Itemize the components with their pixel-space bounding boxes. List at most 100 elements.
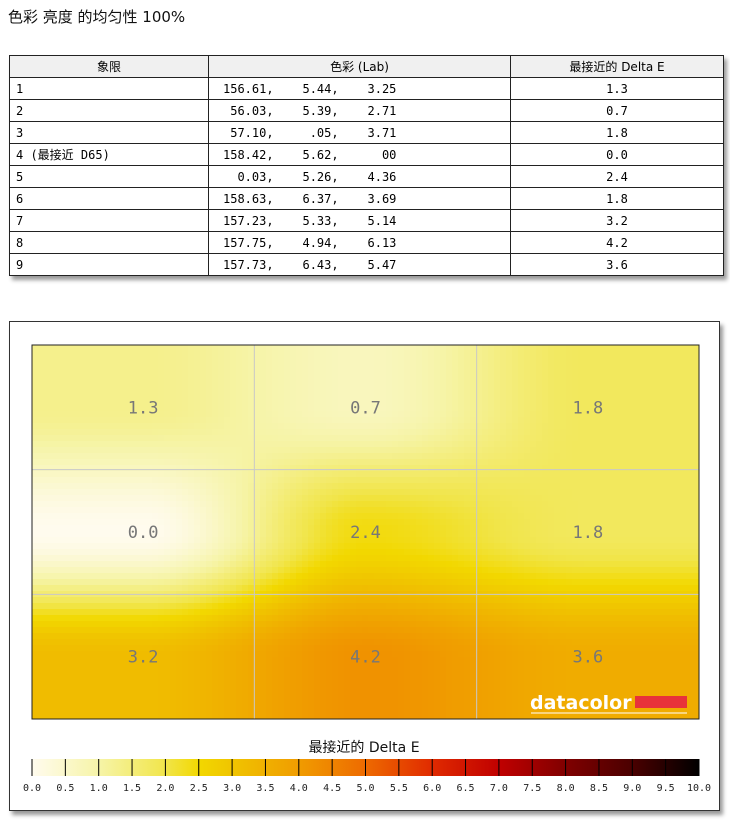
heat-cell <box>626 393 633 400</box>
heat-cell <box>116 453 123 460</box>
heat-cell <box>434 603 441 610</box>
heat-cell <box>392 585 399 592</box>
heat-cell <box>86 429 93 436</box>
heat-cell <box>650 369 657 376</box>
heat-cell <box>416 489 423 496</box>
heat-cell <box>614 585 621 592</box>
heat-cell <box>614 393 621 400</box>
heat-cell <box>416 543 423 550</box>
heat-cell <box>602 363 609 370</box>
heat-cell <box>554 411 561 418</box>
heat-cell <box>410 411 417 418</box>
heat-cell <box>494 585 501 592</box>
heat-cell <box>158 555 165 562</box>
heat-cell <box>674 573 681 580</box>
heat-cell <box>584 453 591 460</box>
table-row: 1 156.61, 5.44, 3.25 1.3 <box>9 77 724 100</box>
heat-cell <box>626 531 633 538</box>
heat-cell <box>146 465 153 472</box>
heat-cell <box>236 345 243 352</box>
heat-cell <box>146 477 153 484</box>
heat-cell <box>182 465 189 472</box>
heat-cell <box>380 555 387 562</box>
delta-e-cell: 4.2 <box>510 231 724 254</box>
heat-cell <box>56 495 63 502</box>
heat-cell <box>674 417 681 424</box>
heat-cell <box>242 447 249 454</box>
heat-cell <box>620 387 627 394</box>
heat-cell <box>128 381 135 388</box>
heat-cell <box>494 507 501 514</box>
heat-cell <box>128 597 135 604</box>
heat-cell <box>662 525 669 532</box>
heat-cell <box>548 369 555 376</box>
heat-cell <box>122 555 129 562</box>
heat-cell <box>104 585 111 592</box>
heat-cell <box>692 597 699 604</box>
heat-cell <box>638 573 645 580</box>
heat-cell <box>38 489 45 496</box>
heat-cell <box>386 513 393 520</box>
heat-cell <box>170 519 177 526</box>
heat-cell <box>500 351 507 358</box>
heat-cell <box>110 399 117 406</box>
heat-cell <box>242 531 249 538</box>
heat-cell <box>650 477 657 484</box>
heat-cell <box>134 471 141 478</box>
heat-cell <box>146 525 153 532</box>
heat-cell <box>92 483 99 490</box>
heat-cell <box>332 477 339 484</box>
heat-cell <box>44 519 51 526</box>
heat-cell <box>128 405 135 412</box>
heat-cell <box>278 495 285 502</box>
heat-cell <box>56 411 63 418</box>
heat-cell <box>548 387 555 394</box>
heat-cell <box>422 597 429 604</box>
heat-cell <box>560 345 567 352</box>
heat-cell <box>542 495 549 502</box>
heat-cell <box>608 537 615 544</box>
heat-cell <box>656 405 663 412</box>
heat-cell <box>536 519 543 526</box>
heat-cell <box>212 537 219 544</box>
heat-cell <box>242 375 249 382</box>
heat-cell <box>320 393 327 400</box>
heat-cell <box>404 495 411 502</box>
heat-cell <box>530 495 537 502</box>
heat-cell <box>374 417 381 424</box>
heat-cell <box>104 507 111 514</box>
heat-cell <box>680 501 687 508</box>
heat-cell <box>488 453 495 460</box>
heat-cell <box>116 501 123 508</box>
heat-cell <box>416 399 423 406</box>
heat-cell <box>380 477 387 484</box>
heat-cell <box>596 495 603 502</box>
heat-cell <box>200 543 207 550</box>
heat-cell <box>284 549 291 556</box>
heat-cell <box>668 513 675 520</box>
heat-cell <box>458 423 465 430</box>
heat-cell <box>62 447 69 454</box>
heat-cell <box>62 513 69 520</box>
heat-cell <box>152 531 159 538</box>
heat-cell <box>302 369 309 376</box>
heat-cell <box>458 363 465 370</box>
heat-cell <box>116 387 123 394</box>
heat-cell <box>170 525 177 532</box>
heat-cell <box>326 531 333 538</box>
heat-cell <box>500 369 507 376</box>
heat-cell <box>488 561 495 568</box>
heat-cell <box>284 387 291 394</box>
heat-cell <box>218 483 225 490</box>
heat-cell <box>338 417 345 424</box>
heat-cell <box>164 555 171 562</box>
heat-cell <box>470 573 477 580</box>
heat-cell <box>176 531 183 538</box>
heat-cell <box>290 369 297 376</box>
heat-cell <box>86 489 93 496</box>
heat-cell <box>122 345 129 352</box>
heat-cell <box>44 507 51 514</box>
heat-cell <box>296 501 303 508</box>
heat-cell <box>200 375 207 382</box>
heat-cell <box>92 405 99 412</box>
